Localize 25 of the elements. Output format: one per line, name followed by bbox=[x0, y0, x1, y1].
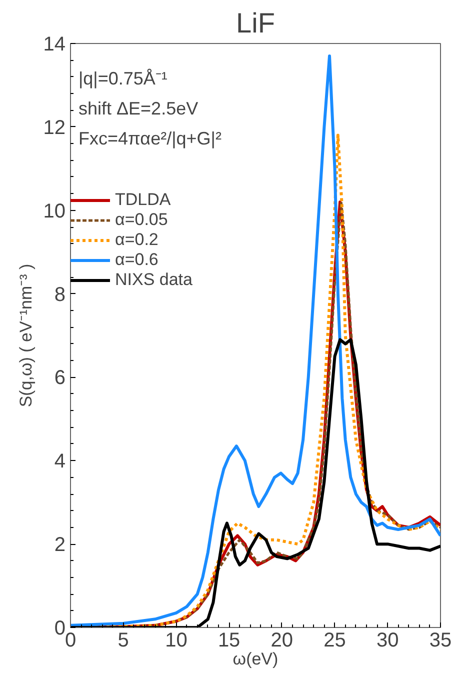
legend-label: α=0.6 bbox=[115, 250, 158, 270]
x-tick-label: 25 bbox=[324, 630, 346, 652]
annotation: Fxc=4παe²/|q+G|² bbox=[78, 128, 222, 148]
x-tick-label: 35 bbox=[429, 630, 452, 652]
legend-label: α=0.05 bbox=[115, 210, 168, 230]
y-tick-label: 10 bbox=[43, 200, 66, 222]
annotation: |q|=0.75Å⁻¹ bbox=[78, 68, 168, 88]
y-tick-label: 14 bbox=[43, 34, 66, 56]
y-axis-title: S(q,ω) ( eV⁻¹nm⁻³ ) bbox=[16, 264, 36, 408]
y-tick-label: 12 bbox=[43, 116, 66, 139]
chart-title: LiF bbox=[236, 8, 275, 38]
legend-label: α=0.2 bbox=[115, 230, 158, 250]
legend-label: NIXS data bbox=[115, 270, 192, 290]
x-tick-label: 20 bbox=[270, 630, 294, 652]
x-tick-label: 10 bbox=[165, 630, 188, 652]
y-tick-label: 8 bbox=[54, 284, 66, 306]
y-tick-label: 2 bbox=[54, 534, 66, 556]
annotation: shift ΔE=2.5eV bbox=[78, 98, 198, 118]
y-tick-label: 6 bbox=[54, 367, 66, 390]
legend-label: TDLDA bbox=[115, 190, 171, 210]
x-tick-label: 30 bbox=[376, 630, 399, 652]
y-tick-label: 4 bbox=[54, 450, 66, 473]
x-tick-label: 5 bbox=[118, 630, 129, 652]
x-axis-title: ω(eV) bbox=[232, 650, 278, 668]
x-tick-label: 15 bbox=[218, 630, 240, 652]
